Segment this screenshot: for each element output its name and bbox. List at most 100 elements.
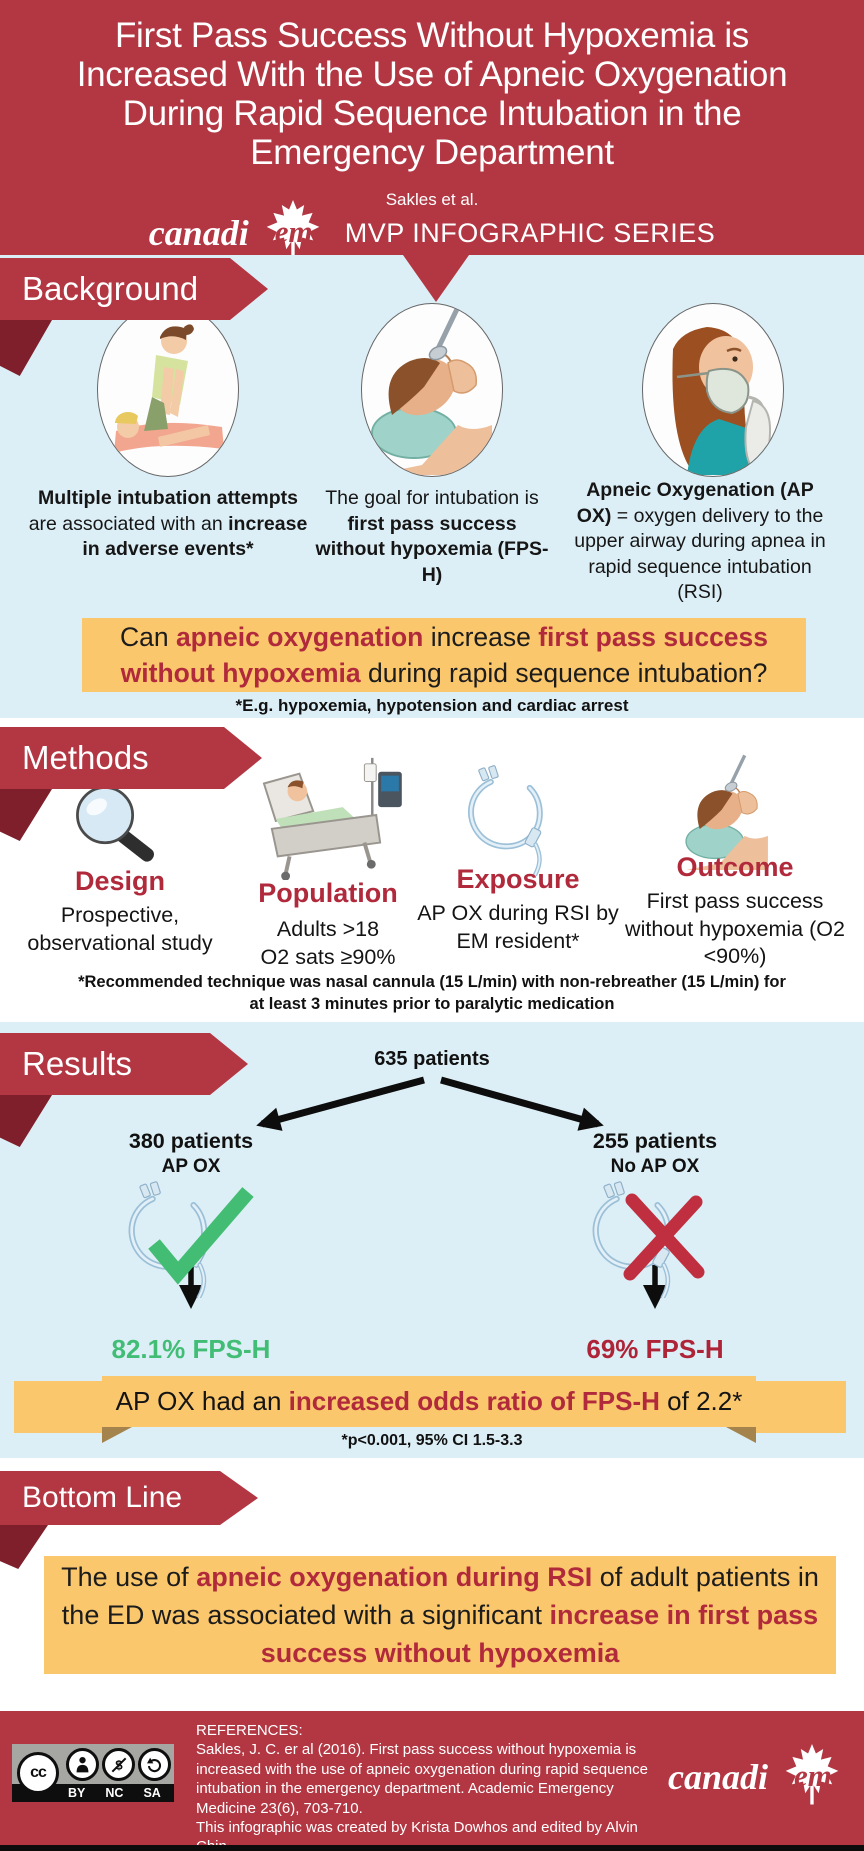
- bottom-line-text: increase in first pass success without h…: [260, 1600, 819, 1668]
- bottom-line-box: The use of apneic oxygenation during RSI…: [44, 1556, 836, 1674]
- cc-sa-icon: [138, 1748, 171, 1781]
- exposure-body: AP OX during RSI by EM resident*: [417, 901, 619, 953]
- canadiem-logo-text: canadi: [668, 1757, 769, 1797]
- canadiem-logo-em: em: [274, 214, 313, 249]
- canadiem-logo-em: em: [794, 1758, 832, 1793]
- intubation-illustration: [361, 303, 503, 477]
- nasal-cannula-icon: [444, 764, 584, 876]
- title-line: Increased With the Use of Apneic Oxygena…: [76, 55, 788, 94]
- card-text: first pass success without hypoxemia (FP…: [315, 512, 549, 586]
- card-text: are associated with an: [28, 512, 229, 535]
- no-apox-outcome: 69% FPS-H: [586, 1334, 724, 1364]
- ribbon-text: of 2.2*: [659, 1386, 743, 1416]
- total-patients: 635 patients: [374, 1048, 490, 1070]
- bottom-line-text: The use of: [61, 1562, 197, 1592]
- cc-icon: cc: [17, 1752, 59, 1794]
- apox-outcome: 82.1% FPS-H: [111, 1334, 271, 1364]
- references-heading: REFERENCES:: [196, 1722, 303, 1739]
- banner-fold-decoration: [0, 1525, 48, 1569]
- odds-ratio-ribbon: AP OX had an increased odds ratio of FPS…: [102, 1376, 756, 1427]
- bottom-line-text: of adult patients in the ED was associat…: [61, 1562, 819, 1630]
- canadiem-logo: canadi em: [149, 208, 327, 258]
- odds-ratio-statement: AP OX had an increased odds ratio of FPS…: [116, 1386, 743, 1417]
- cc-nc-label: NC: [105, 1786, 124, 1800]
- cpr-illustration: [97, 303, 239, 477]
- references-block: REFERENCES: Sakles, J. C. er al (2016). …: [196, 1721, 656, 1851]
- card-text: = oxygen delivery to the upper airway du…: [574, 504, 826, 604]
- cc-glyph: cc: [30, 1764, 47, 1781]
- population-line-1: Adults >18: [276, 917, 380, 941]
- card-text: increase in: [82, 512, 308, 561]
- no-apox-count: 255 patients: [592, 1129, 718, 1153]
- outcome-title: Outcome: [676, 852, 794, 882]
- ribbon-text: AP OX had an: [115, 1386, 289, 1416]
- brand-row: canadi em MVP INFOGRAPHIC SERIES: [0, 208, 864, 258]
- background-footnote: *E.g. hypoxemia, hypotension and cardiac…: [235, 696, 629, 715]
- ribbon-text: increased odds ratio of FPS-H: [288, 1386, 660, 1416]
- background-banner-label: Background: [22, 270, 199, 307]
- bottom-line-banner-label: Bottom Line: [22, 1481, 183, 1514]
- results-banner-label: Results: [22, 1045, 133, 1082]
- exposure-title: Exposure: [456, 864, 580, 894]
- apox-label: AP OX: [161, 1156, 221, 1177]
- hospital-bed-icon: [262, 757, 402, 880]
- no-apox-cannula-x: [580, 1178, 732, 1300]
- background-card-3-text: Apneic Oxygenation (AP OX) = oxygen deli…: [572, 478, 828, 606]
- question-text: first pass success without hypoxemia: [120, 622, 769, 688]
- research-question: Can apneic oxygenation increase first pa…: [94, 619, 794, 691]
- no-apox-label: No AP OX: [610, 1156, 700, 1177]
- question-text: Can: [119, 622, 176, 652]
- banner-fold-decoration: [0, 320, 52, 376]
- card-text: Multiple intubation attempts: [38, 487, 298, 509]
- header: First Pass Success Without Hypoxemia is …: [0, 0, 864, 255]
- results-footnote: *p<0.001, 95% CI 1.5-3.3: [341, 1432, 523, 1449]
- background-section: Background: [0, 255, 864, 718]
- banner-fold-decoration: [0, 1095, 52, 1147]
- x-icon: [623, 1193, 705, 1281]
- design-title: Design: [74, 866, 166, 896]
- card-text: Apneic Oxygenation (AP OX): [576, 479, 814, 527]
- cc-nc-icon: $: [102, 1748, 135, 1781]
- population-title: Population: [258, 878, 398, 908]
- methods-banner-label: Methods: [22, 739, 149, 776]
- bottom-line-text: apneic oxygenation during RSI: [196, 1562, 593, 1592]
- bottom-line-banner: Bottom Line: [0, 1471, 258, 1525]
- results-banner: Results: [0, 1033, 248, 1095]
- card-text: adverse events*: [105, 538, 254, 560]
- magnifier-icon: [76, 786, 154, 862]
- title-line: First Pass Success Without Hypoxemia is: [114, 16, 750, 55]
- apox-count: 380 patients: [128, 1129, 254, 1153]
- cc-by-icon: [66, 1748, 99, 1781]
- canadiem-logo-text: canadi: [148, 213, 249, 253]
- question-text: increase: [423, 622, 539, 652]
- title-line: Emergency Department: [250, 133, 614, 172]
- design-body: Prospective, observational study: [27, 903, 213, 955]
- check-icon: [148, 1187, 254, 1285]
- oxygen-mask-illustration: [642, 303, 784, 477]
- bottom-line-statement: The use of apneic oxygenation during RSI…: [58, 1558, 822, 1672]
- banner-fold-decoration: [0, 789, 52, 841]
- cc-sa-label: SA: [143, 1786, 161, 1800]
- authors-byline: Sakles et al.: [385, 190, 479, 209]
- methods-banner: Methods: [0, 727, 262, 789]
- background-card-2-text: The goal for intubation is first pass su…: [312, 486, 552, 588]
- ribbon-flap-left: [14, 1381, 106, 1433]
- outcome-body: First pass success without hypoxemia (O2…: [625, 889, 845, 968]
- series-title: MVP INFOGRAPHIC SERIES: [344, 217, 716, 248]
- page-title: First Pass Success Without Hypoxemia is …: [42, 16, 822, 172]
- cc-by-label: BY: [68, 1786, 86, 1800]
- methods-section: Methods: [0, 718, 864, 1022]
- title-line: During Rapid Sequence Intubation in the: [122, 94, 742, 133]
- cc-badge-labels: BY NC SA: [12, 1784, 174, 1802]
- question-text: during rapid sequence intubation?: [360, 658, 768, 688]
- population-line-2: O2 sats ≥90%: [260, 945, 396, 969]
- apox-cannula-check: [116, 1178, 268, 1300]
- cc-license-badge: BY NC SA cc $: [12, 1744, 174, 1802]
- header-notch-decoration: [403, 255, 469, 302]
- canadiem-footer-logo: canadi em: [668, 1752, 846, 1802]
- background-banner: Background: [0, 258, 268, 320]
- question-text: apneic oxygenation: [175, 622, 424, 652]
- reference-citation: Sakles, J. C. er al (2016). First pass s…: [196, 1741, 648, 1817]
- ribbon-flap-right: [750, 1381, 846, 1433]
